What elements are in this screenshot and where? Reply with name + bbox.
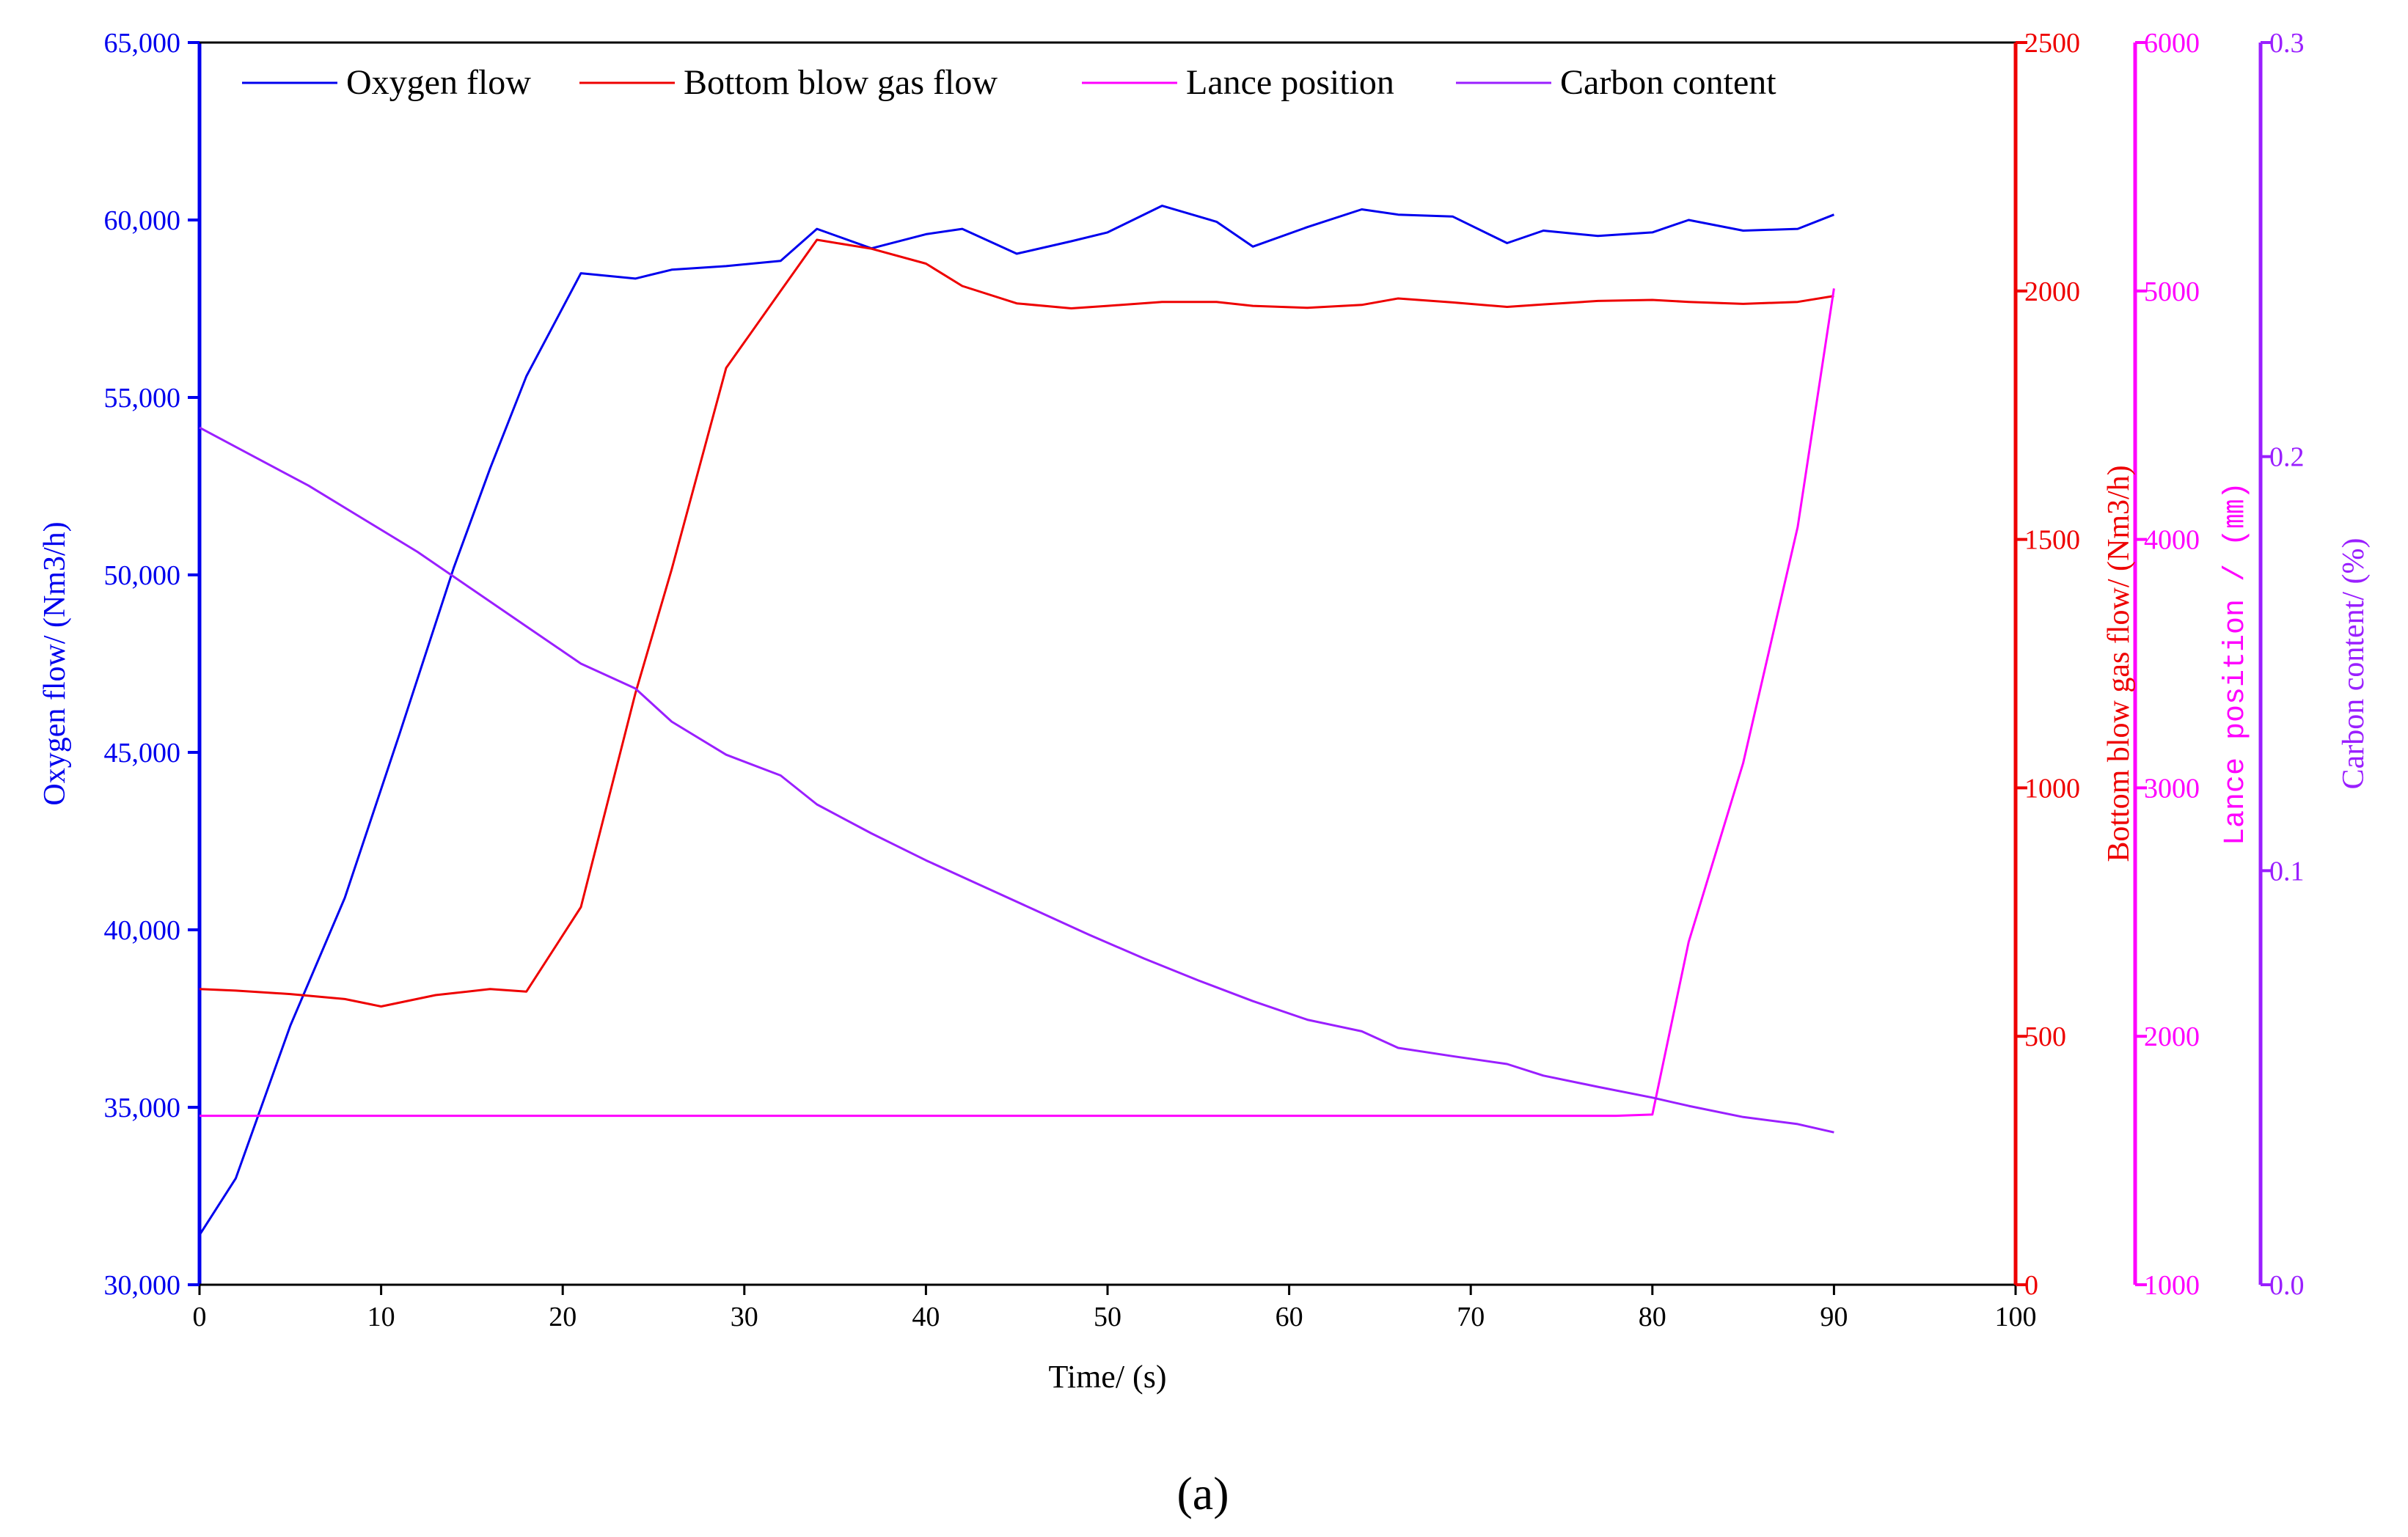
bottom-tick-label: 1000 [2024, 773, 2080, 804]
series-lines [198, 205, 1835, 1236]
oxygen-axis-title: Oxygen flow/ (Nm3/h) [38, 521, 72, 805]
lance-tick-label: 2000 [2144, 1021, 2200, 1052]
lance-tick-label: 1000 [2144, 1270, 2200, 1301]
axis-ticks: 0 10 20 30 40 50 60 70 80 90 100 30,000 35,000 40,000… [104, 28, 2305, 1332]
bottom-blow-gas-flow-line [199, 238, 1834, 1008]
panel-label: (a) [1176, 1467, 1229, 1519]
bottom-tick-label: 2000 [2024, 276, 2080, 307]
x-tick-label: 0 [193, 1302, 207, 1332]
lance-tick-label: 3000 [2144, 773, 2200, 804]
oxygen-tick-label: 60,000 [104, 205, 181, 236]
oxygen-flow-line [198, 205, 1834, 1236]
carbon-axis-title: Carbon content/ (%) [2337, 538, 2371, 790]
x-tick-label: 90 [1820, 1302, 1848, 1332]
oxygen-tick-label: 65,000 [104, 28, 181, 59]
bottom-tick-label: 1500 [2024, 525, 2080, 556]
x-tick-label: 50 [1094, 1302, 1121, 1332]
legend-carbon-label: Carbon content [1560, 63, 1776, 102]
oxygen-tick-label: 45,000 [104, 738, 181, 768]
lance-position-line [200, 288, 1835, 1118]
x-tick-label: 60 [1276, 1302, 1303, 1332]
oxygen-tick-label: 55,000 [104, 383, 181, 414]
carbon-tick-label: 0.1 [2269, 856, 2305, 887]
lance-tick-label: 6000 [2144, 28, 2200, 59]
lance-axis-title: Lance position / (㎜) [2219, 482, 2253, 845]
legend-bottom-label: Bottom blow gas flow [684, 63, 998, 102]
bottom-axis-title: Bottom blow gas flow/ (Nm3/h) [2102, 465, 2136, 862]
legend: Oxygen flow Bottom blow gas flow Lance p… [242, 63, 1776, 102]
oxygen-tick-label: 40,000 [104, 915, 181, 946]
bottom-tick-label: 0 [2024, 1270, 2038, 1301]
oxygen-tick-label: 50,000 [104, 560, 181, 591]
x-tick-label: 20 [549, 1302, 577, 1332]
x-tick-label: 30 [731, 1302, 758, 1332]
legend-lance-label: Lance position [1186, 63, 1394, 102]
x-tick-label: 80 [1639, 1302, 1666, 1332]
x-tick-label: 100 [1995, 1302, 2037, 1332]
x-axis-title: Time/ (s) [1049, 1359, 1167, 1395]
oxygen-tick-label: 30,000 [104, 1270, 181, 1301]
carbon-tick-label: 0.3 [2269, 28, 2305, 59]
carbon-tick-label: 0.2 [2269, 442, 2305, 473]
carbon-tick-label: 0.0 [2269, 1270, 2305, 1301]
x-tick-label: 70 [1457, 1302, 1485, 1332]
x-tick-label: 10 [367, 1302, 395, 1332]
carbon-content-line [199, 426, 1834, 1134]
lance-tick-label: 4000 [2144, 525, 2200, 556]
x-tick-label: 40 [912, 1302, 940, 1332]
oxygen-tick-label: 35,000 [104, 1093, 181, 1123]
bottom-tick-label: 2500 [2024, 28, 2080, 59]
legend-oxygen-label: Oxygen flow [346, 63, 531, 102]
bottom-tick-label: 500 [2024, 1021, 2066, 1052]
lance-tick-label: 5000 [2144, 276, 2200, 307]
